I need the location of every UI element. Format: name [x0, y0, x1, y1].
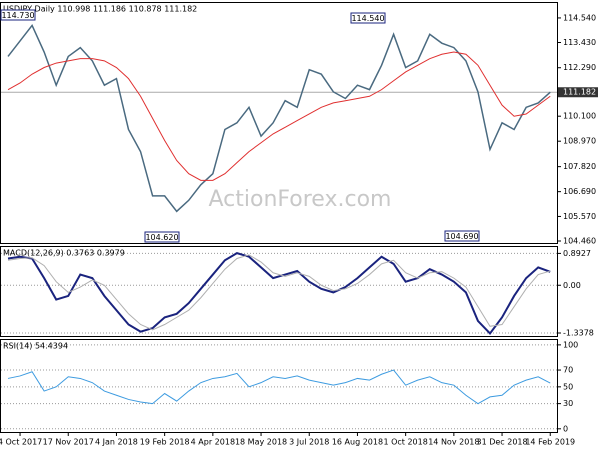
y-tick-label: 100	[563, 340, 578, 349]
annotation-box	[350, 12, 386, 24]
x-tick-label: 4 Jan 2018	[95, 438, 138, 447]
price-title: USDJPY,Daily 110.998 111.186 110.878 111…	[3, 5, 197, 14]
y-tick-label: 70	[563, 366, 573, 375]
last-price-box	[558, 87, 598, 98]
x-tick-label: 14 Feb 2019	[525, 438, 575, 447]
watermark: ActionForex.com	[209, 187, 392, 212]
y-tick-label: -1.3378	[563, 328, 594, 337]
y-tick-label: 110.100	[563, 112, 596, 121]
y-tick-label: 30	[563, 399, 573, 408]
macd-panel	[0, 246, 558, 337]
series-line	[7, 254, 551, 331]
rsi-panel	[0, 339, 558, 433]
annotation: 114.540	[351, 14, 384, 23]
y-tick-label: 112.290	[563, 63, 596, 72]
x-tick-label: 3 Jul 2018	[289, 438, 329, 447]
macd-title: MACD(12,26,9) 0.3763 0.3979	[3, 249, 125, 258]
x-tick-label: 4 Oct 2017	[0, 438, 42, 447]
series-line	[7, 24, 551, 213]
annotation: 104.690	[445, 232, 478, 241]
y-tick-label: 106.690	[563, 187, 596, 196]
x-tick-label: 19 Feb 2018	[140, 438, 190, 447]
y-tick-label: 107.820	[563, 162, 596, 171]
x-tick-label: 16 Aug 2018	[332, 438, 383, 447]
x-tick-label: 31 Dec 2018	[476, 438, 527, 447]
y-tick-label: 108.970	[563, 137, 596, 146]
annotation-box	[0, 9, 36, 21]
annotation: 114.730	[1, 11, 34, 20]
annotation-box	[144, 231, 180, 243]
y-tick-label: 105.570	[563, 212, 596, 221]
y-tick-label: 50	[563, 382, 573, 391]
x-tick-label: 14 Nov 2018	[428, 438, 479, 447]
x-tick-label: 17 Nov 2017	[43, 438, 94, 447]
y-tick-label: 0.00	[563, 281, 581, 290]
plots	[1, 24, 557, 430]
y-tick-label: 0.8927	[563, 249, 591, 258]
last-price-label: 111.182	[563, 88, 596, 97]
annotation: 104.620	[145, 233, 178, 242]
annotation-box	[444, 230, 480, 242]
y-tick-label: 0	[563, 424, 568, 433]
x-tick-label: 18 May 2018	[235, 438, 287, 447]
x-tick-label: 1 Oct 2018	[383, 438, 427, 447]
price-panel	[0, 2, 558, 244]
x-tick-label: 4 Apr 2018	[191, 438, 235, 447]
y-tick-label: 113.430	[563, 38, 596, 47]
rsi-title: RSI(14) 54.4394	[3, 342, 68, 351]
series-line	[7, 51, 551, 181]
y-tick-label: 104.460	[563, 237, 596, 246]
series-line	[7, 369, 551, 405]
series-line	[7, 252, 551, 335]
y-tick-label: 114.540	[563, 13, 596, 22]
